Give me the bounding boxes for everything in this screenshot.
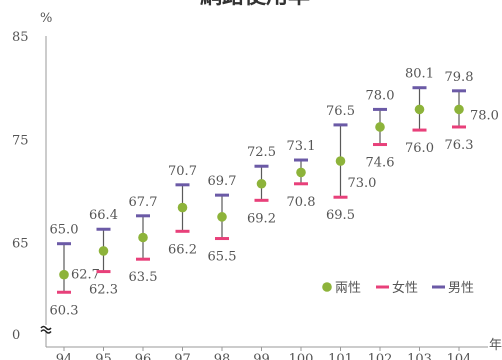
both-marker <box>414 104 425 115</box>
x-tick-label: 97 <box>174 352 191 360</box>
male-data-label: 80.1 <box>405 67 434 82</box>
female-data-label: 65.5 <box>208 250 237 265</box>
female-marker <box>452 125 466 129</box>
x-tick-label: 103 <box>407 352 432 360</box>
both-marker <box>335 156 346 166</box>
legend: 兩性 女性 男性 <box>322 280 474 296</box>
x-tick-label: 104 <box>447 352 472 360</box>
female-marker <box>215 237 229 241</box>
x-tick-label: 101 <box>328 352 353 360</box>
axis-break-stroke <box>40 329 52 334</box>
male-marker <box>175 183 190 187</box>
male-marker <box>96 227 111 231</box>
y-tick-label: 0 <box>12 328 20 343</box>
female-marker <box>96 270 111 274</box>
female-data-label: 70.8 <box>287 195 316 210</box>
male-data-label: 78.0 <box>366 88 395 103</box>
male-data-label: 76.5 <box>326 104 355 119</box>
male-marker <box>333 123 348 127</box>
x-tick-label: 102 <box>368 352 393 360</box>
female-data-label: 76.0 <box>405 141 434 156</box>
male-data-label: 79.8 <box>445 70 474 85</box>
x-tick-label: 99 <box>253 352 270 360</box>
legend-both-marker <box>322 282 332 292</box>
male-marker <box>136 214 150 218</box>
axis-break-icon <box>40 325 52 334</box>
female-data-label: 76.3 <box>445 138 474 153</box>
female-marker <box>373 143 387 147</box>
male-marker <box>412 86 427 90</box>
legend-both-label: 兩性 <box>335 281 361 296</box>
female-data-label: 60.3 <box>50 303 79 318</box>
both-marker <box>217 212 227 222</box>
both-data-label: 78.0 <box>470 108 499 123</box>
x-tick-label: 100 <box>289 352 314 360</box>
female-data-label: 63.5 <box>129 270 158 285</box>
x-tick-label: 94 <box>56 352 73 360</box>
male-data-label: 72.5 <box>247 145 276 160</box>
legend-female-label: 女性 <box>392 280 418 296</box>
male-data-label: 66.4 <box>89 208 118 223</box>
chart-title: 網路使用率 <box>200 0 310 9</box>
female-marker <box>294 182 308 186</box>
legend-male-label: 男性 <box>448 281 474 296</box>
both-marker <box>59 269 69 280</box>
both-data-label: 73.0 <box>348 176 377 191</box>
male-data-label: 67.7 <box>129 195 158 210</box>
female-marker <box>136 257 150 261</box>
x-tick-label: 98 <box>214 352 231 360</box>
x-tick-label: 95 <box>95 352 112 360</box>
x-unit-label: 年 <box>489 338 502 353</box>
marks: 65.0 60.3 62.7 66.4 62.3 67.7 63.5 70.7 66.2 69.7… <box>50 67 499 319</box>
female-marker <box>254 198 269 202</box>
both-marker <box>256 178 267 189</box>
y-tick-label: 65 <box>12 237 29 252</box>
male-data-label: 65.0 <box>50 223 79 238</box>
male-marker <box>294 158 308 162</box>
male-data-label: 73.1 <box>287 139 316 154</box>
male-marker <box>254 164 269 168</box>
male-marker <box>57 242 71 246</box>
female-marker <box>57 290 71 294</box>
male-marker <box>452 89 466 93</box>
female-data-label: 69.2 <box>247 211 276 226</box>
female-data-label: 69.5 <box>326 208 355 223</box>
female-marker <box>175 229 190 233</box>
male-marker <box>215 193 229 197</box>
legend-female-marker <box>376 285 389 289</box>
female-marker <box>333 195 348 199</box>
x-tick-label: 96 <box>135 352 152 360</box>
axes: 0 65 75 85 94 95 96 97 98 99 100 101 102 103 104 <box>12 30 488 360</box>
both-marker <box>138 232 148 243</box>
both-marker <box>98 246 109 256</box>
female-data-label: 66.2 <box>168 242 197 257</box>
y-tick-label: 85 <box>12 30 29 45</box>
both-marker <box>454 104 464 115</box>
y-tick-label: 75 <box>12 133 29 148</box>
both-data-label: 62.7 <box>71 268 100 283</box>
both-marker <box>177 202 188 213</box>
male-data-label: 70.7 <box>168 164 197 179</box>
both-marker <box>296 167 306 178</box>
both-marker <box>375 122 385 132</box>
y-unit-label: % <box>40 11 52 26</box>
legend-male-marker <box>432 285 445 289</box>
male-marker <box>373 107 387 111</box>
axis-break-stroke <box>40 325 52 331</box>
female-marker <box>412 128 427 132</box>
female-data-label: 74.6 <box>366 156 395 171</box>
female-data-label: 62.3 <box>89 283 118 298</box>
male-data-label: 69.7 <box>208 174 237 189</box>
